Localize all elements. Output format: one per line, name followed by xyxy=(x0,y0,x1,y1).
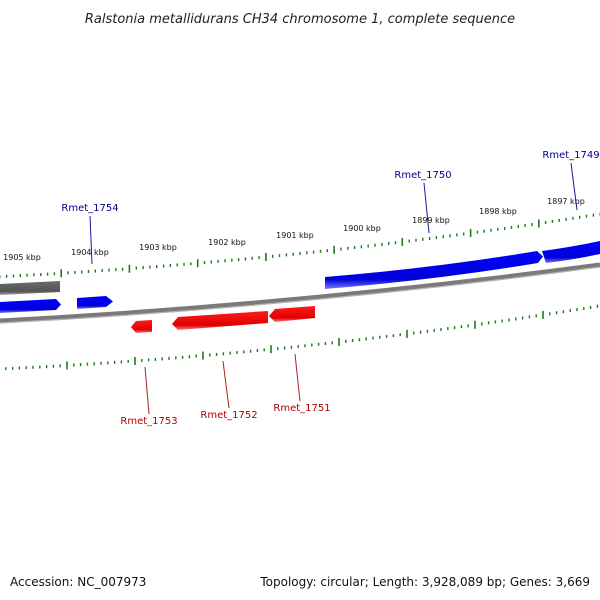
reverse-scale-track xyxy=(5,304,599,371)
scale-label-1904: 1904 kbp xyxy=(71,248,109,257)
gene-rmet-1754[interactable] xyxy=(77,296,113,309)
reverse-genes xyxy=(131,306,315,333)
scale-label-1900: 1900 kbp xyxy=(343,224,381,233)
gene-rmet-1750[interactable] xyxy=(325,251,543,289)
forward-scale-track xyxy=(0,212,600,279)
gene-grey-forward[interactable] xyxy=(0,281,60,295)
gene-leader-lines xyxy=(89,162,578,415)
map-title: Ralstonia metallidurans CH34 chromosome … xyxy=(85,12,515,27)
gene-label-rmet-1749[interactable]: Rmet_1749 xyxy=(542,150,599,161)
scale-label-1899: 1899 kbp xyxy=(412,216,450,225)
scale-label-1903: 1903 kbp xyxy=(139,243,177,252)
gene-label-rmet-1751[interactable]: Rmet_1751 xyxy=(273,403,330,414)
accession-text: Accession: NC_007973 xyxy=(10,575,146,589)
chromosome-backbone xyxy=(0,262,600,324)
gene-rmet-1749[interactable] xyxy=(542,241,600,263)
scale-label-1901: 1901 kbp xyxy=(276,231,314,240)
scale-label-1902: 1902 kbp xyxy=(208,238,246,247)
gene-label-rmet-1754[interactable]: Rmet_1754 xyxy=(61,203,118,214)
gene-label-rmet-1752[interactable]: Rmet_1752 xyxy=(200,410,257,421)
scale-label-1897: 1897 kbp xyxy=(547,197,585,206)
gene-labels: Rmet_1754 Rmet_1750 Rmet_1749 Rmet_1753 … xyxy=(61,150,599,427)
forward-genes xyxy=(0,241,600,313)
scale-labels: 1905 kbp 1904 kbp 1903 kbp 1902 kbp 1901… xyxy=(3,197,585,262)
gene-rmet-1752[interactable] xyxy=(172,311,268,330)
gene-rmet-1755[interactable] xyxy=(0,299,61,313)
gene-label-rmet-1753[interactable]: Rmet_1753 xyxy=(120,416,177,427)
scale-label-1898: 1898 kbp xyxy=(479,207,517,216)
gene-label-rmet-1750[interactable]: Rmet_1750 xyxy=(394,170,451,181)
scale-label-1905: 1905 kbp xyxy=(3,253,41,262)
summary-text: Topology: circular; Length: 3,928,089 bp… xyxy=(259,575,590,589)
gene-rmet-1751[interactable] xyxy=(269,306,315,322)
gene-rmet-1753[interactable] xyxy=(131,320,152,333)
